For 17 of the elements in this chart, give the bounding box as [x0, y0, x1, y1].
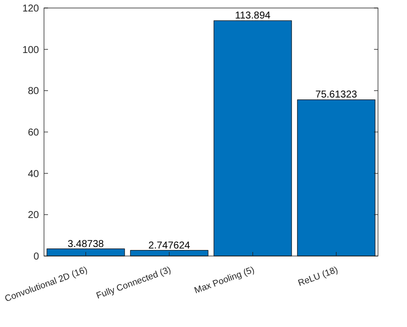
bar [130, 250, 208, 256]
data-label: 3.48738 [68, 238, 104, 250]
bar [214, 20, 292, 256]
y-tick-label: 120 [22, 4, 40, 14]
y-tick-label: 40 [28, 168, 40, 180]
y-tick-label: 60 [28, 128, 40, 138]
x-tick-label: Max Pooling (5) [192, 264, 256, 296]
y-tick-label: 0 [33, 252, 40, 262]
y-tick-label: 80 [28, 86, 40, 98]
y-tick-label: 20 [28, 210, 40, 222]
y-tick-label: 100 [22, 44, 40, 56]
bar [46, 248, 125, 256]
data-label: 2.747624 [148, 240, 191, 252]
bar [297, 99, 376, 256]
x-tick-label: ReLU (18) [296, 264, 340, 288]
data-label: 113.894 [235, 10, 271, 22]
data-label: 75.61323 [315, 90, 358, 101]
